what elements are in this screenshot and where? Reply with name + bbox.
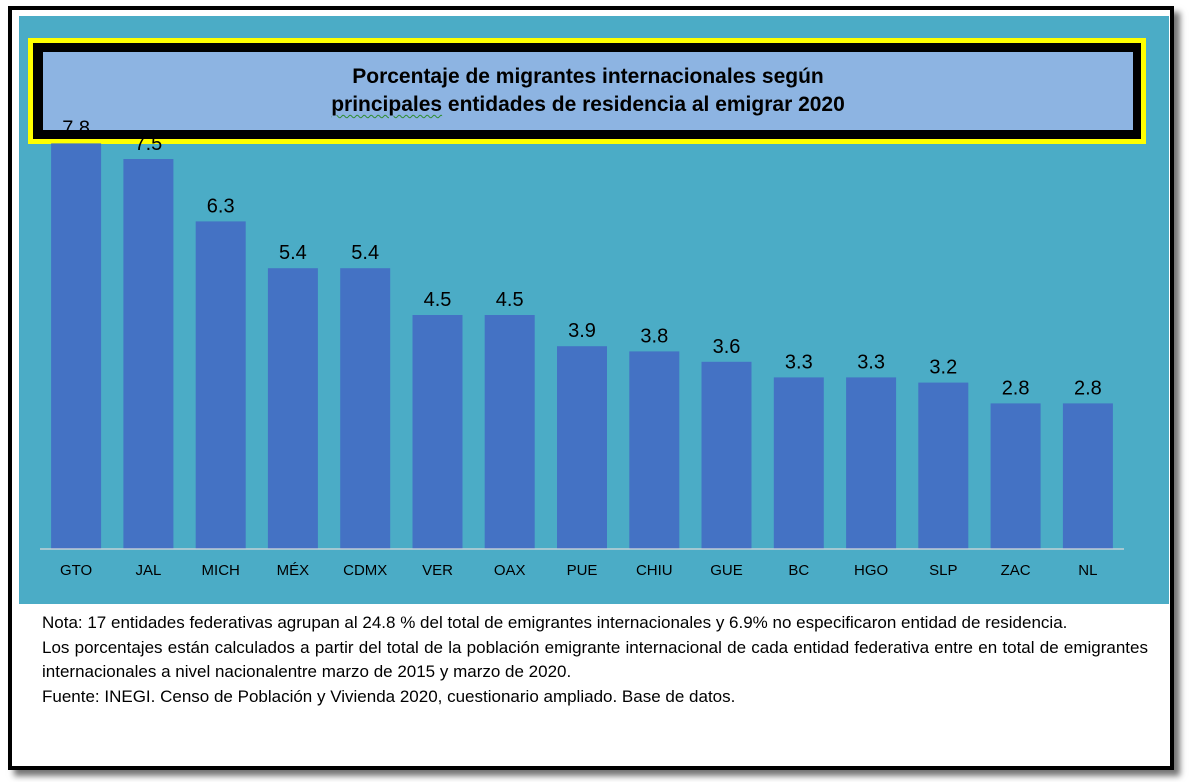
bar-ver [412,315,463,549]
data-label: 2.8 [1074,377,1102,399]
data-label: 6.3 [207,195,235,217]
bar-nl [1062,403,1113,549]
bars [51,143,1113,549]
x-tick-label: GTO [60,562,92,579]
methodology-note: Los porcentajes están calculados a parti… [42,637,1148,682]
chart-title-line-1: Porcentaje de migrantes internacionales … [352,65,824,88]
x-tick-label: CDMX [343,562,387,579]
bar-bc [773,377,824,549]
bar-méx [267,268,318,549]
x-tick-label: PUE [567,562,598,579]
x-tick-label: MICH [202,562,240,579]
chart-title-line-2: principales entidades de residencia al e… [331,91,845,119]
x-tick-label: NL [1078,562,1097,579]
bar-slp [918,382,969,549]
data-label: 7.8 [62,117,90,139]
data-label: 3.2 [929,357,957,379]
chart-title-word: principales [331,93,443,116]
chart-title-border: Porcentaje de migrantes internacionales … [33,43,1141,139]
data-label: 5.4 [279,242,307,264]
chart-title-frame: Porcentaje de migrantes internacionales … [28,38,1146,144]
bar-jal [123,159,174,549]
chart-notes: Nota: 17 entidades federativas agrupan a… [42,611,1148,709]
x-axis-tick-labels: GTO JAL MICH MÉX CDMX VER OAX PUE CHIU GUE BC HGO SL… [60,562,1098,579]
bar-oax [484,315,535,549]
x-tick-label: GUE [710,562,743,579]
data-label: 3.8 [640,325,668,347]
bar-zac [990,403,1041,549]
chart-title: Porcentaje de migrantes internacionales … [43,52,1133,130]
data-label: 3.3 [785,351,813,373]
bar-gto [51,143,102,549]
data-label: 4.5 [424,289,452,311]
x-tick-label: VER [422,562,453,579]
note-text: Nota: 17 entidades federativas agrupan a… [42,613,1068,632]
x-tick-label: BC [788,562,809,579]
data-label: 2.8 [1002,377,1030,399]
bar-gue [701,361,752,549]
bar-cdmx [340,268,391,549]
bar-chart: 7.8 7.5 6.3 5.4 5.4 4.5 4.5 3.9 3.8 3.6 3.3 3.3 3.2 2… [40,117,1124,579]
data-label: 3.9 [568,320,596,342]
data-label: 7.5 [134,133,162,155]
bar-pue [557,346,607,549]
bar-mich [195,221,246,549]
data-labels: 7.8 7.5 6.3 5.4 5.4 4.5 4.5 3.9 3.8 3.6 3.3 3.3 3.2 2… [62,117,1102,399]
bar-hgo [846,377,897,549]
x-tick-label: MÉX [277,562,310,579]
data-label: 3.3 [857,351,885,373]
data-label: 4.5 [496,289,524,311]
data-label: 5.4 [351,242,379,264]
chart-title-line-2-rest: entidades de residencia al emigrar 2020 [442,93,845,116]
source-note: Fuente: INEGI. Censo de Población y Vivi… [42,686,736,706]
data-label: 3.6 [713,336,741,358]
x-tick-label: OAX [494,562,526,579]
x-tick-label: ZAC [1001,562,1031,579]
x-tick-label: SLP [929,562,957,579]
x-tick-label: HGO [854,562,888,579]
x-tick-label: CHIU [636,562,673,579]
x-tick-label: JAL [135,562,161,579]
bar-chiu [629,351,680,549]
